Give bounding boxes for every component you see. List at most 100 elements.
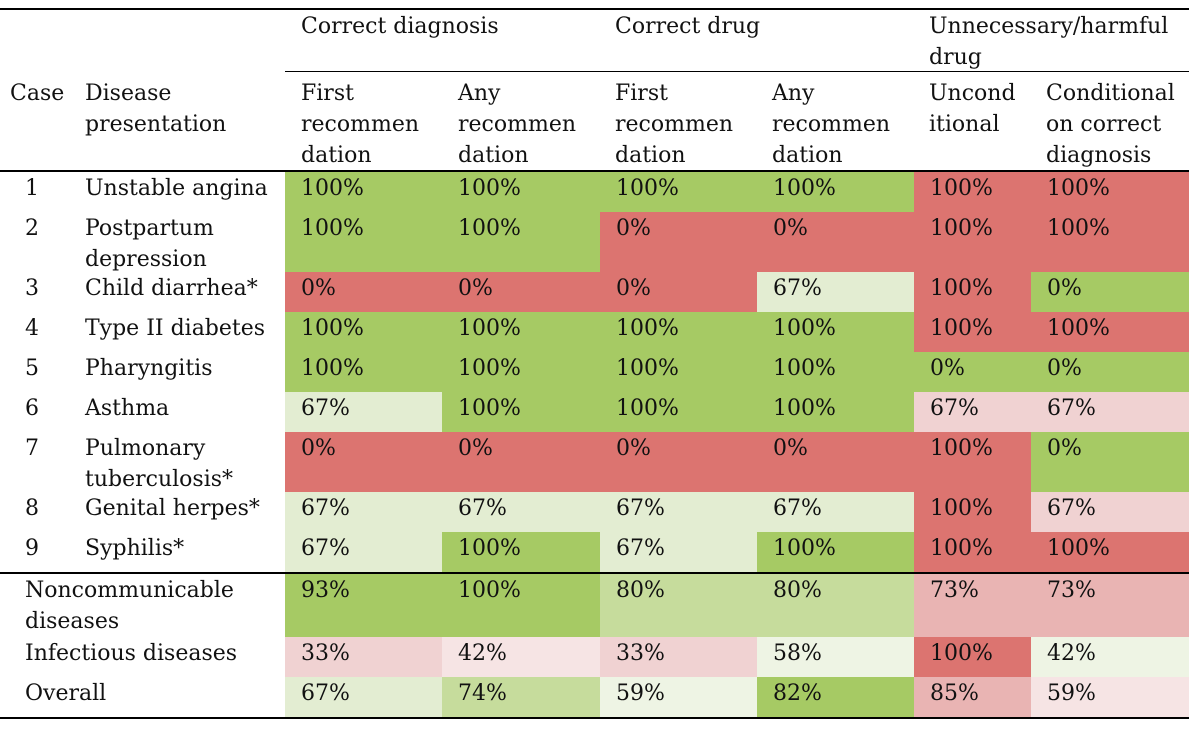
value-cell: 100% (914, 532, 1031, 572)
value-cell: 0% (757, 212, 914, 272)
disease-name: Pulmonary tuberculosis* (85, 436, 234, 492)
value-cell: 100% (442, 574, 600, 637)
case-number: 3 (25, 276, 39, 301)
summary-label: Infectious diseases (25, 641, 238, 666)
value-cell: 100% (1031, 212, 1189, 272)
value-cell: 67% (285, 392, 442, 432)
value-cell: 73% (914, 574, 1031, 637)
summary-label: Overall (25, 681, 107, 706)
header-correct-diagnosis: Correct diagnosis (301, 14, 499, 39)
value-cell: 0% (914, 352, 1031, 392)
value-cell: 74% (442, 677, 600, 717)
value-cell: 100% (1031, 532, 1189, 572)
value-cell: 100% (285, 312, 442, 352)
subheader-drug-first: First recommen dation (615, 81, 734, 168)
value-cell: 33% (600, 637, 757, 677)
value-cell: 67% (285, 532, 442, 572)
value-cell: 0% (757, 432, 914, 492)
disease-name: Type II diabetes (85, 316, 266, 341)
value-cell: 100% (757, 312, 914, 352)
value-cell: 100% (285, 212, 442, 272)
case-number: 1 (25, 176, 39, 201)
subheader-conditional: Conditional on correct diagnosis (1046, 81, 1175, 168)
value-cell: 58% (757, 637, 914, 677)
value-cell: 67% (285, 492, 442, 532)
bottom-rule (0, 717, 1189, 719)
header-bottom-rule (0, 170, 1189, 172)
summary-label: Noncommunicable diseases (25, 578, 234, 634)
header-correct-drug: Correct drug (615, 14, 761, 39)
value-cell: 0% (285, 272, 442, 312)
value-cell: 42% (1031, 637, 1189, 677)
value-cell: 67% (442, 492, 600, 532)
value-cell: 100% (285, 172, 442, 212)
value-cell: 67% (757, 272, 914, 312)
header-harmful-drug: Unnecessary/harmful drug (929, 14, 1169, 70)
value-cell: 100% (442, 352, 600, 392)
disease-name: Pharyngitis (85, 356, 213, 381)
value-cell: 0% (600, 272, 757, 312)
case-number: 5 (25, 356, 39, 381)
value-cell: 100% (285, 352, 442, 392)
header-disease: Disease presentation (85, 81, 227, 137)
value-cell: 85% (914, 677, 1031, 717)
disease-name: Postpartum depression (85, 216, 214, 272)
value-cell: 100% (600, 392, 757, 432)
value-cell: 100% (442, 392, 600, 432)
subheader-diag-first: First recommen dation (301, 81, 420, 168)
value-cell: 67% (757, 492, 914, 532)
value-cell: 0% (1031, 352, 1189, 392)
value-cell: 80% (600, 574, 757, 637)
case-number: 7 (25, 436, 39, 461)
value-cell: 100% (442, 172, 600, 212)
value-cell: 100% (600, 312, 757, 352)
value-cell: 100% (1031, 172, 1189, 212)
value-cell: 100% (600, 352, 757, 392)
value-cell: 0% (442, 272, 600, 312)
value-cell: 100% (914, 637, 1031, 677)
value-cell: 100% (757, 352, 914, 392)
case-number: 6 (25, 396, 39, 421)
value-cell: 100% (442, 532, 600, 572)
value-cell: 100% (914, 492, 1031, 532)
value-cell: 93% (285, 574, 442, 637)
value-cell: 33% (285, 637, 442, 677)
value-cell: 100% (442, 212, 600, 272)
disease-name: Asthma (85, 396, 170, 421)
value-cell: 67% (914, 392, 1031, 432)
value-cell: 100% (914, 172, 1031, 212)
value-cell: 100% (757, 532, 914, 572)
value-cell: 0% (442, 432, 600, 492)
value-cell: 0% (1031, 272, 1189, 312)
value-cell: 67% (1031, 392, 1189, 432)
value-cell: 67% (1031, 492, 1189, 532)
value-cell: 59% (1031, 677, 1189, 717)
value-cell: 0% (600, 212, 757, 272)
value-cell: 42% (442, 637, 600, 677)
value-cell: 0% (600, 432, 757, 492)
subheader-unconditional: Uncond itional (929, 81, 1016, 137)
value-cell: 100% (757, 392, 914, 432)
disease-name: Child diarrhea* (85, 276, 258, 301)
top-rule (0, 8, 1189, 10)
case-number: 9 (25, 536, 39, 561)
value-cell: 67% (285, 677, 442, 717)
header-case: Case (10, 81, 65, 106)
value-cell: 0% (285, 432, 442, 492)
value-cell: 82% (757, 677, 914, 717)
value-cell: 100% (914, 432, 1031, 492)
case-number: 2 (25, 216, 39, 241)
disease-name: Genital herpes* (85, 496, 260, 521)
value-cell: 100% (914, 312, 1031, 352)
value-cell: 100% (600, 172, 757, 212)
value-cell: 100% (1031, 312, 1189, 352)
value-cell: 67% (600, 532, 757, 572)
value-cell: 100% (914, 272, 1031, 312)
case-number: 8 (25, 496, 39, 521)
value-cell: 80% (757, 574, 914, 637)
value-cell: 100% (757, 172, 914, 212)
value-cell: 67% (600, 492, 757, 532)
disease-name: Unstable angina (85, 176, 268, 201)
case-number: 4 (25, 316, 39, 341)
